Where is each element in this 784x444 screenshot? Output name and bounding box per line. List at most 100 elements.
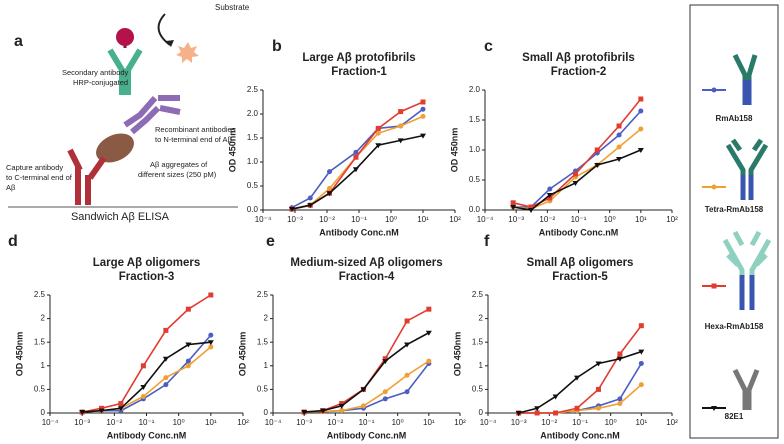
- x-tick-label: 10⁰: [173, 418, 185, 427]
- y-tick-label: 1: [479, 361, 484, 370]
- marker: [617, 351, 623, 357]
- chart-title: Small Aβ protofibrils: [522, 52, 635, 64]
- marker: [360, 387, 367, 393]
- hrp: [116, 28, 134, 46]
- marker: [207, 340, 214, 346]
- marker: [185, 306, 191, 312]
- x-tick-label: 10⁻⁴: [477, 215, 494, 224]
- diagram-label: Aβ: [6, 183, 16, 192]
- marker: [117, 406, 124, 412]
- marker: [140, 363, 146, 369]
- marker: [528, 204, 534, 210]
- y-tick-label: 2.5: [257, 290, 269, 299]
- x-tick-label: 10¹: [636, 418, 648, 427]
- marker: [637, 148, 644, 153]
- marker: [425, 330, 432, 336]
- marker: [382, 359, 389, 365]
- marker: [327, 169, 333, 175]
- y-axis-label: OD 450nm: [449, 128, 459, 173]
- marker: [339, 408, 345, 414]
- y-tick-label: 2.0: [469, 85, 481, 94]
- y-tick-label: 1: [264, 361, 269, 370]
- x-axis-label: Antibody Conc.nM: [107, 430, 187, 440]
- x-tick-label: 10⁻¹: [139, 418, 155, 427]
- arrow-head: [166, 40, 174, 47]
- y-tick-label: 2.5: [472, 290, 484, 299]
- marker: [375, 143, 382, 149]
- antibody-icon: [740, 175, 754, 200]
- marker: [420, 113, 426, 119]
- x-tick-label: 10⁻²: [319, 215, 335, 224]
- x-tick-label: 10⁰: [385, 215, 397, 224]
- y-tick-label: 1: [41, 361, 46, 370]
- y-tick-label: 2.5: [34, 290, 46, 299]
- y-axis-label: OD 450nm: [14, 332, 24, 377]
- marker: [185, 342, 192, 348]
- marker: [353, 149, 359, 155]
- y-tick-label: 1.5: [472, 337, 484, 346]
- antibody-icon: [732, 368, 760, 410]
- marker: [326, 191, 333, 197]
- marker: [574, 405, 580, 411]
- marker: [616, 144, 622, 150]
- y-tick-label: 2.5: [247, 85, 259, 94]
- panel-label: d: [8, 233, 18, 250]
- diagram-label: Substrate: [215, 3, 250, 12]
- series-line: [512, 98, 642, 208]
- chart-subtitle: Fraction-1: [331, 66, 387, 78]
- marker: [404, 372, 410, 378]
- y-tick-label: 1.5: [34, 337, 46, 346]
- chart-title: Large Aβ protofibrils: [302, 52, 415, 64]
- panel-label: c: [484, 38, 493, 55]
- chart-subtitle: Fraction-5: [552, 271, 608, 283]
- marker: [307, 203, 314, 209]
- x-tick-label: 10⁻⁴: [42, 418, 59, 427]
- marker: [420, 106, 426, 112]
- marker: [420, 99, 426, 105]
- marker: [638, 126, 644, 132]
- y-axis-label: OD 450nm: [227, 128, 237, 173]
- marker: [404, 318, 410, 324]
- x-tick-label: 10⁻³: [296, 418, 312, 427]
- marker: [638, 382, 644, 388]
- marker: [398, 109, 404, 115]
- x-tick-label: 10²: [237, 418, 249, 427]
- y-tick-label: 1.5: [257, 337, 269, 346]
- x-axis-label: Antibody Conc.nM: [539, 227, 619, 237]
- marker: [339, 401, 345, 407]
- chart-subtitle: Fraction-4: [339, 271, 395, 283]
- marker: [398, 123, 404, 129]
- marker: [319, 408, 326, 414]
- legend-marker: [711, 406, 717, 411]
- x-tick-label: 10⁻²: [539, 215, 555, 224]
- marker: [375, 125, 381, 131]
- marker: [574, 375, 581, 381]
- recombinant-antibody: [123, 95, 181, 135]
- marker: [534, 410, 540, 416]
- marker: [546, 193, 553, 198]
- marker: [382, 389, 388, 395]
- marker: [572, 181, 579, 186]
- marker: [352, 167, 359, 173]
- x-tick-label: 10¹: [205, 418, 217, 427]
- y-tick-label: 0.5: [257, 385, 269, 394]
- antibody-icon: [739, 275, 755, 310]
- marker: [547, 186, 553, 192]
- marker: [208, 344, 214, 350]
- diagram-caption: Sandwich Aβ ELISA: [71, 211, 170, 223]
- x-tick-label: 10¹: [423, 418, 435, 427]
- x-tick-label: 10¹: [635, 215, 647, 224]
- marker: [534, 406, 541, 412]
- marker: [98, 408, 105, 414]
- marker: [595, 405, 601, 411]
- x-tick-label: 10⁻³: [511, 418, 527, 427]
- secondary-antibody: [107, 48, 143, 95]
- marker: [397, 138, 404, 144]
- chart-title: Small Aβ oligomers: [527, 257, 634, 269]
- elisa-diagram: a Substrate Secondary antibody HRP-conju…: [6, 3, 250, 223]
- legend-marker: [711, 87, 717, 93]
- marker: [79, 410, 86, 416]
- y-tick-label: 1.0: [247, 157, 259, 166]
- x-tick-label: 10⁻²: [541, 418, 557, 427]
